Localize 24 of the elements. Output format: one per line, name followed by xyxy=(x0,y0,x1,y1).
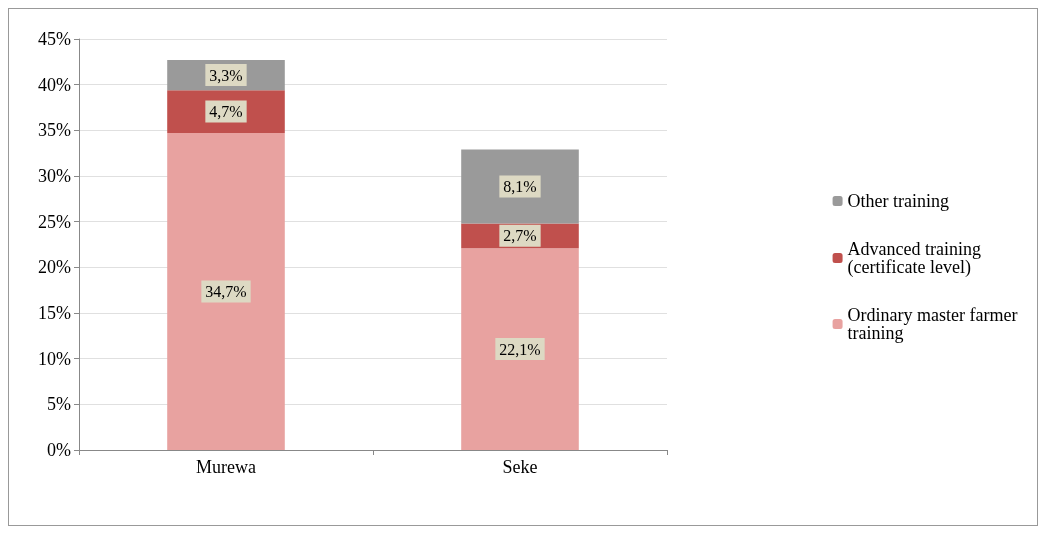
y-tick-label: 40% xyxy=(38,74,71,95)
x-tick-label: Murewa xyxy=(196,457,256,477)
y-tick-label: 5% xyxy=(47,394,71,415)
y-tick-label: 35% xyxy=(38,120,71,141)
data-label: 2,7% xyxy=(503,227,537,245)
data-label: 22,1% xyxy=(499,340,541,358)
bar xyxy=(461,149,579,224)
y-tick-label: 25% xyxy=(38,211,71,232)
y-tick-label: 15% xyxy=(38,303,71,323)
data-label: 8,1% xyxy=(503,178,537,195)
legend-label: Ordinary master farmer training xyxy=(847,305,1022,343)
y-tick-label: 10% xyxy=(38,348,71,369)
y-tick-label: 20% xyxy=(38,257,71,278)
data-label: 34,7% xyxy=(205,283,247,301)
x-tick-label: Seke xyxy=(502,457,538,477)
y-tick-label: 0% xyxy=(47,440,71,460)
data-label: 3,3% xyxy=(209,66,243,84)
legend-label: Other training xyxy=(847,191,950,211)
y-tick-label: 30% xyxy=(38,166,71,186)
bar xyxy=(167,133,285,450)
bar xyxy=(461,248,579,450)
data-label: 4,7% xyxy=(209,103,243,121)
y-tick-label: 45% xyxy=(38,29,71,49)
legend-label: Advanced training (certificate level) xyxy=(847,239,986,278)
